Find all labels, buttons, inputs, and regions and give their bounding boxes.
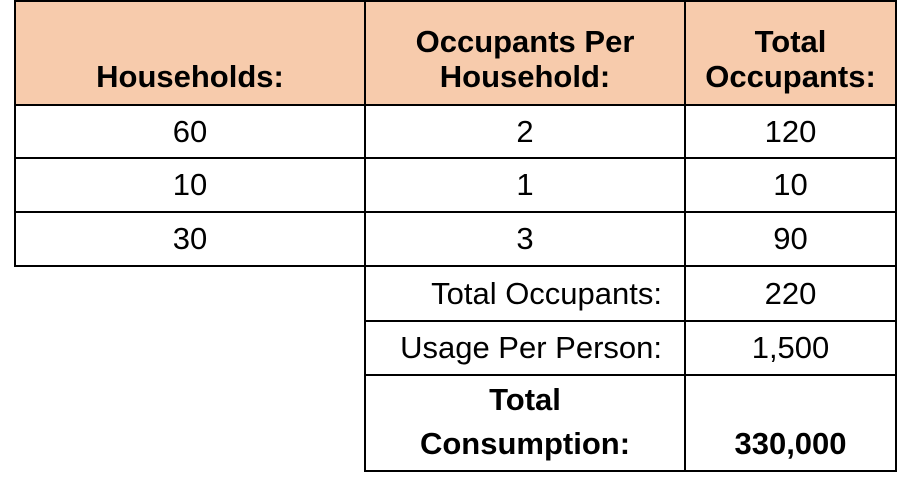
table-cell-total-occupants: 90 xyxy=(684,211,897,267)
table-cell-total-occupants: 120 xyxy=(684,104,897,159)
summary-total-consumption-label-line2: Consumption: xyxy=(419,426,631,462)
summary-total-consumption-label-line1: Total xyxy=(489,382,561,417)
summary-usage-per-person-label: Usage Per Person: xyxy=(364,320,686,376)
header-occupants-per-household-line2: Household: xyxy=(439,59,611,95)
table-cell-households: 10 xyxy=(14,157,366,213)
header-total-occupants-line2: Occupants: xyxy=(705,59,876,95)
summary-total-occupants-value: 220 xyxy=(684,265,897,322)
summary-total-consumption-value-text: 330,000 xyxy=(734,426,847,462)
table-cell-households: 60 xyxy=(14,104,366,159)
summary-usage-per-person-value: 1,500 xyxy=(684,320,897,376)
summary-total-consumption-label: Total Consumption: xyxy=(364,374,686,472)
table-cell-occupants-per-household: 3 xyxy=(364,211,686,267)
header-total-occupants: Total Occupants: xyxy=(684,0,897,106)
header-households: Households: xyxy=(14,0,366,106)
table-cell-occupants-per-household: 2 xyxy=(364,104,686,159)
summary-total-consumption-value: 330,000 xyxy=(684,374,897,472)
table-cell-households: 30 xyxy=(14,211,366,267)
header-households-label: Households: xyxy=(96,59,284,95)
header-total-occupants-line1: Total xyxy=(754,23,827,59)
table-cell-occupants-per-household: 1 xyxy=(364,157,686,213)
header-occupants-per-household-line1: Occupants Per xyxy=(415,23,635,59)
summary-total-occupants-label: Total Occupants: xyxy=(364,265,686,322)
header-occupants-per-household: Occupants Per Household: xyxy=(364,0,686,106)
table-cell-total-occupants: 10 xyxy=(684,157,897,213)
